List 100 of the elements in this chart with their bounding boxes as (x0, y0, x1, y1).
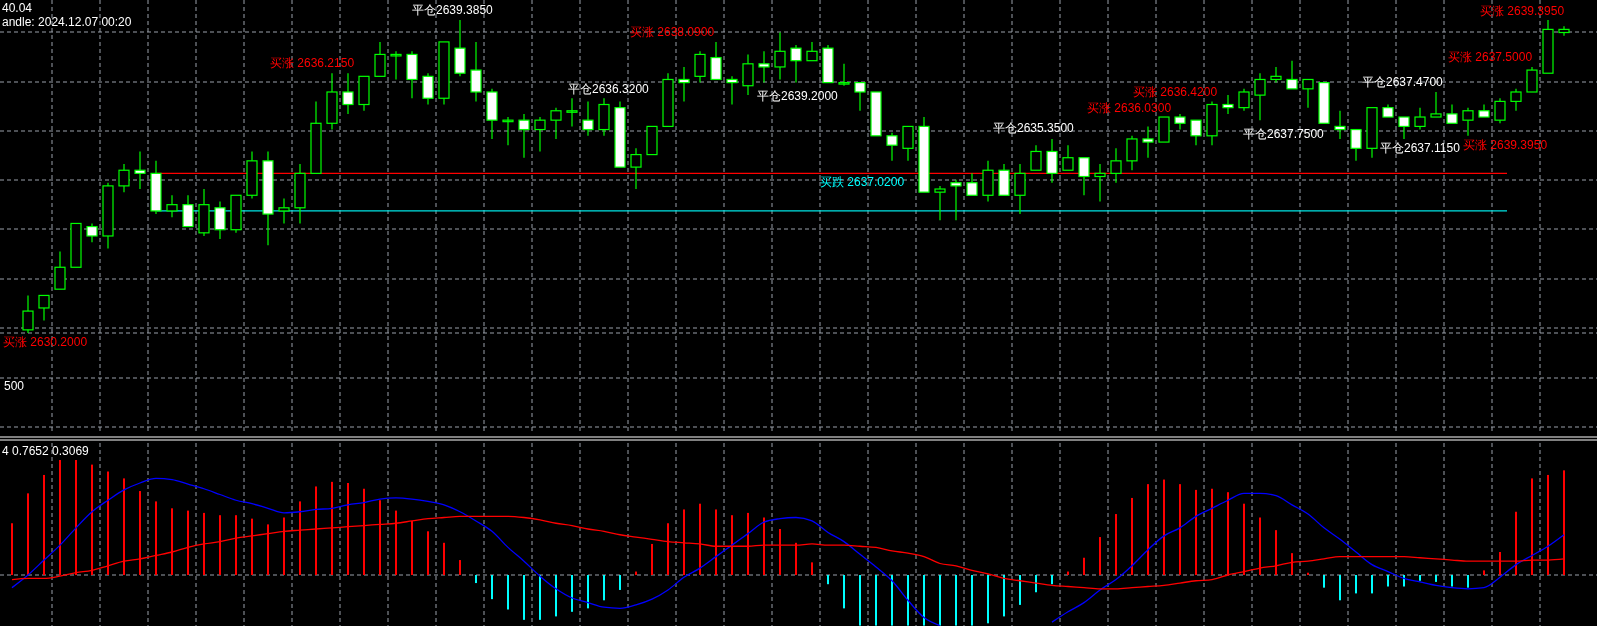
annotation: 买涨 2639.3950 (1463, 138, 1548, 152)
bar (859, 575, 861, 626)
annotation: 买涨 2637.5000 (1448, 50, 1533, 64)
text: 平仓2639.3850 (412, 3, 494, 17)
candlestick (1126, 135, 1138, 171)
candlestick (1270, 66, 1282, 84)
candlestick (214, 200, 226, 240)
candlestick (982, 160, 994, 203)
annotation: 买涨 2636.2150 (270, 56, 355, 70)
bar (1147, 484, 1149, 575)
bar (939, 575, 941, 626)
bar (571, 575, 573, 612)
bar (427, 531, 429, 575)
bar (891, 575, 893, 626)
bar (811, 562, 813, 575)
bar (587, 575, 589, 609)
candlestick (1494, 97, 1506, 124)
bar (11, 523, 13, 575)
bar (1099, 537, 1101, 575)
candlestick (1110, 147, 1122, 184)
bar (1371, 575, 1373, 594)
annotation: 平仓2637.1150 (1380, 141, 1461, 155)
bar (1211, 488, 1213, 575)
text: 500 (4, 379, 25, 393)
bar (555, 575, 557, 617)
annotation: 买涨 2638.0900 (630, 25, 715, 39)
bar (1419, 575, 1421, 581)
candlestick (342, 72, 354, 115)
bar (1483, 570, 1485, 575)
candlestick (726, 75, 738, 106)
candlestick (838, 63, 850, 87)
candlestick (1238, 88, 1250, 112)
bar (619, 575, 621, 590)
candlestick (118, 163, 130, 193)
annotation: 平仓2637.4700 (1362, 75, 1444, 89)
bar (827, 575, 829, 585)
bar (43, 474, 45, 575)
candlestick (262, 150, 274, 246)
bar (1435, 575, 1437, 582)
text: 买涨 2630.2000 (3, 335, 88, 349)
bar (1467, 575, 1469, 588)
candlestick (454, 19, 466, 77)
candlestick (934, 185, 946, 221)
annotation: andle: 2024.12.07 00:20 (2, 15, 132, 29)
bar (1195, 489, 1197, 575)
candlestick (582, 100, 594, 137)
candlestick (486, 88, 498, 140)
candlestick (598, 97, 610, 137)
bar (1323, 575, 1325, 588)
candlestick (1014, 163, 1026, 215)
candlestick (550, 107, 562, 140)
annotation: 买涨 2636.4200 (1133, 85, 1218, 99)
candlestick (1414, 107, 1426, 131)
candlestick (86, 222, 98, 243)
annotation: 平仓2636.3200 (568, 82, 650, 96)
bar (539, 575, 541, 620)
text: 买涨 2639.3950 (1480, 4, 1565, 18)
candlestick (1094, 163, 1106, 203)
candlestick (694, 50, 706, 84)
candlestick (678, 66, 690, 102)
candlestick (246, 150, 258, 200)
candlestick (534, 116, 546, 153)
candlestick (1254, 72, 1266, 121)
candlestick (166, 194, 178, 218)
candlestick (470, 41, 482, 102)
bar (1003, 575, 1005, 617)
bar (1083, 557, 1085, 575)
annotation: 平仓2639.2000 (757, 89, 839, 103)
annotation: 买涨 2636.0300 (1087, 101, 1172, 115)
bar (267, 524, 269, 575)
bar (1163, 479, 1165, 575)
candlestick (1222, 94, 1234, 115)
candlestick (1142, 125, 1154, 159)
bar (1051, 575, 1053, 585)
candlestick (1558, 25, 1570, 37)
candlestick (758, 50, 770, 84)
bar (1179, 484, 1181, 575)
candlestick (294, 163, 306, 225)
bar (411, 520, 413, 575)
bar (779, 529, 781, 575)
candlestick (1462, 107, 1474, 137)
candlestick (422, 72, 434, 106)
candlestick (134, 150, 146, 190)
bar (955, 575, 957, 626)
candlestick (102, 182, 114, 250)
bar (523, 575, 525, 620)
candlestick (742, 53, 754, 96)
bar (1275, 530, 1277, 575)
candlestick (886, 132, 898, 162)
bar (1339, 575, 1341, 601)
text: 40.04 (2, 1, 33, 15)
bar (475, 575, 477, 584)
bar (459, 560, 461, 575)
bar (651, 543, 653, 575)
candlestick (1334, 110, 1346, 140)
candlestick (518, 113, 530, 159)
candlestick (390, 50, 402, 81)
text: 4 0.7652 0.3069 (2, 444, 90, 458)
bar (1019, 575, 1021, 605)
bar (1355, 575, 1357, 594)
